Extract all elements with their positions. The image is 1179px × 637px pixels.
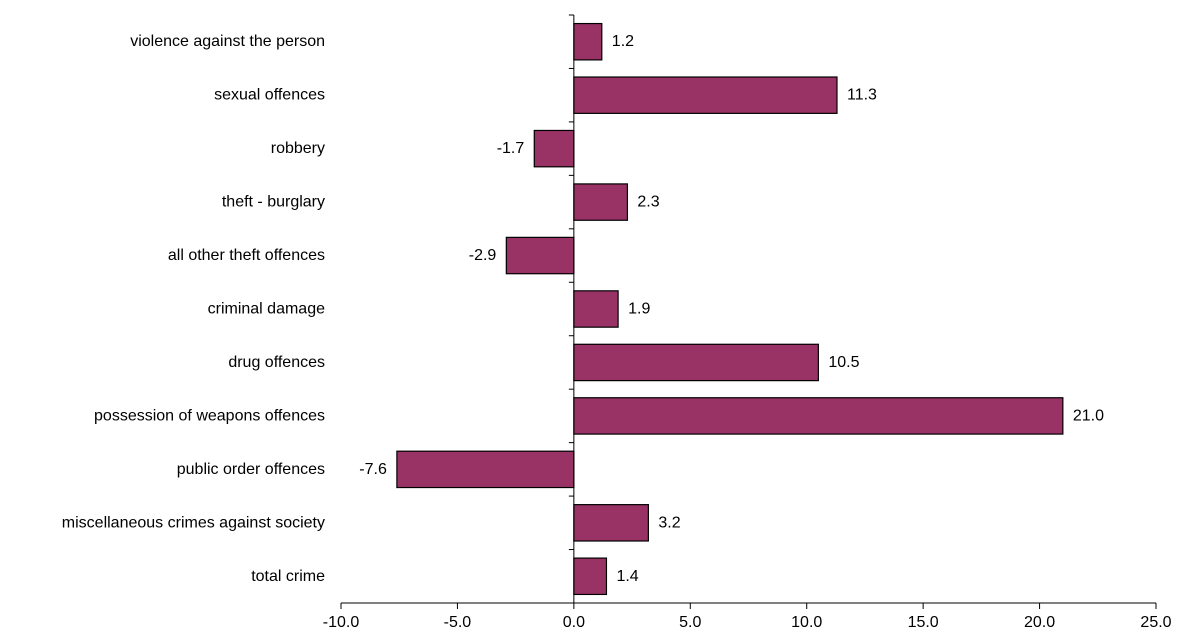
category-label: theft - burglary xyxy=(222,194,325,211)
category-label: sexual offences xyxy=(214,87,325,104)
data-label: -7.6 xyxy=(359,461,387,478)
data-label: -1.7 xyxy=(497,140,525,157)
data-label: 21.0 xyxy=(1073,407,1104,424)
data-label: 1.4 xyxy=(616,568,638,585)
data-label: 1.9 xyxy=(628,301,650,318)
bar xyxy=(396,450,575,489)
bar xyxy=(573,557,608,596)
category-label: miscellaneous crimes against society xyxy=(62,514,325,531)
bar xyxy=(573,183,629,221)
x-tick-label: 15.0 xyxy=(908,614,939,631)
category-label: robbery xyxy=(271,140,325,157)
category-label: public order offences xyxy=(177,461,325,478)
bar xyxy=(505,236,575,275)
bar xyxy=(573,504,649,542)
category-label: total crime xyxy=(251,568,325,585)
bar xyxy=(573,343,819,382)
data-label: 3.2 xyxy=(658,514,680,531)
bar xyxy=(533,129,575,168)
data-label: 2.3 xyxy=(637,194,659,211)
category-label: drug offences xyxy=(228,354,325,371)
data-label: 10.5 xyxy=(828,354,859,371)
x-tick-label: -10.0 xyxy=(323,614,360,631)
bar xyxy=(573,22,603,61)
x-tick-label: 25.0 xyxy=(1140,614,1171,631)
bar xyxy=(573,397,1064,435)
x-tick-label: -5.0 xyxy=(444,614,472,631)
x-tick-label: 20.0 xyxy=(1024,614,1055,631)
category-label: criminal damage xyxy=(208,301,325,318)
bar xyxy=(573,290,619,328)
data-label: 1.2 xyxy=(612,33,634,50)
x-tick-label: 5.0 xyxy=(679,614,701,631)
x-tick-label: 10.0 xyxy=(791,614,822,631)
data-label: -2.9 xyxy=(469,247,497,264)
category-label: violence against the person xyxy=(130,33,325,50)
x-tick-label: 0.0 xyxy=(563,614,585,631)
data-label: 11.3 xyxy=(847,87,877,104)
bar xyxy=(573,76,838,114)
category-label: all other theft offences xyxy=(168,247,325,264)
category-label: possession of weapons offences xyxy=(94,407,325,424)
